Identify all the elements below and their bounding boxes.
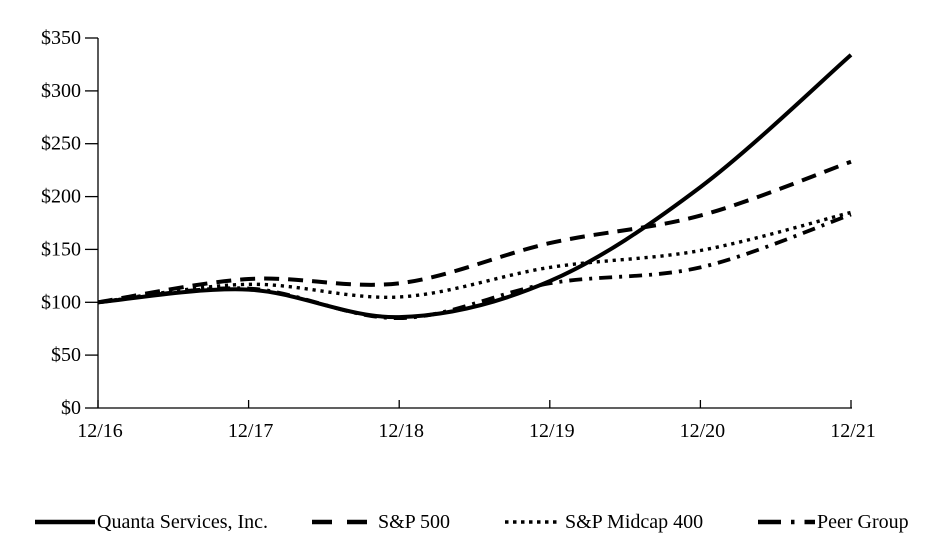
y-axis-label: $250 — [41, 133, 81, 155]
legend-dotted-line-icon — [505, 520, 557, 524]
y-axis-label: $100 — [41, 291, 81, 313]
legend-label-quanta-services: Quanta Services, Inc. — [97, 511, 269, 533]
legend-solid-line-icon — [35, 519, 95, 525]
legend-label-peer-group: Peer Group — [817, 511, 909, 533]
legend-item-sp-midcap-400: S&P Midcap 400 — [505, 504, 703, 540]
legend-item-sp500: S&P 500 — [312, 504, 450, 540]
y-axis-label: $150 — [41, 238, 81, 260]
y-axis-label: $300 — [41, 80, 81, 102]
x-axis-label: 12/20 — [680, 420, 726, 442]
legend-label-sp-midcap-400: S&P Midcap 400 — [565, 511, 704, 533]
x-axis-label: 12/17 — [228, 420, 274, 442]
legend-label-sp500: S&P 500 — [378, 511, 451, 533]
legend-item-quanta-services: Quanta Services, Inc. — [35, 504, 268, 540]
y-axis-label: $350 — [41, 27, 81, 49]
x-axis-label: 12/18 — [378, 420, 424, 442]
legend-dashed-line-icon — [312, 519, 368, 525]
legend-item-peer-group: Peer Group — [758, 504, 909, 540]
series-line-s-p-midcap-400 — [97, 210, 852, 304]
x-axis-label: 12/21 — [830, 420, 876, 442]
legend-dash-dot-line-icon — [758, 519, 815, 525]
series-line-quanta-services-inc — [97, 53, 853, 320]
chart-legend: Quanta Services, Inc. S&P 500 S&P Midcap… — [0, 504, 936, 544]
stock-performance-line-chart: $0 $50 $100 $150 $200 $250 $300 $350 12/16 12/17 1… — [41, 27, 876, 442]
series-line-s-p-500 — [97, 159, 852, 305]
series-line-peer-group — [97, 212, 852, 321]
y-axis-label: $200 — [41, 186, 81, 208]
x-axis-label: 12/19 — [529, 420, 575, 442]
x-axis-label: 12/16 — [77, 420, 123, 442]
y-axis-label: $50 — [51, 344, 81, 366]
y-axis-label: $0 — [61, 397, 81, 419]
